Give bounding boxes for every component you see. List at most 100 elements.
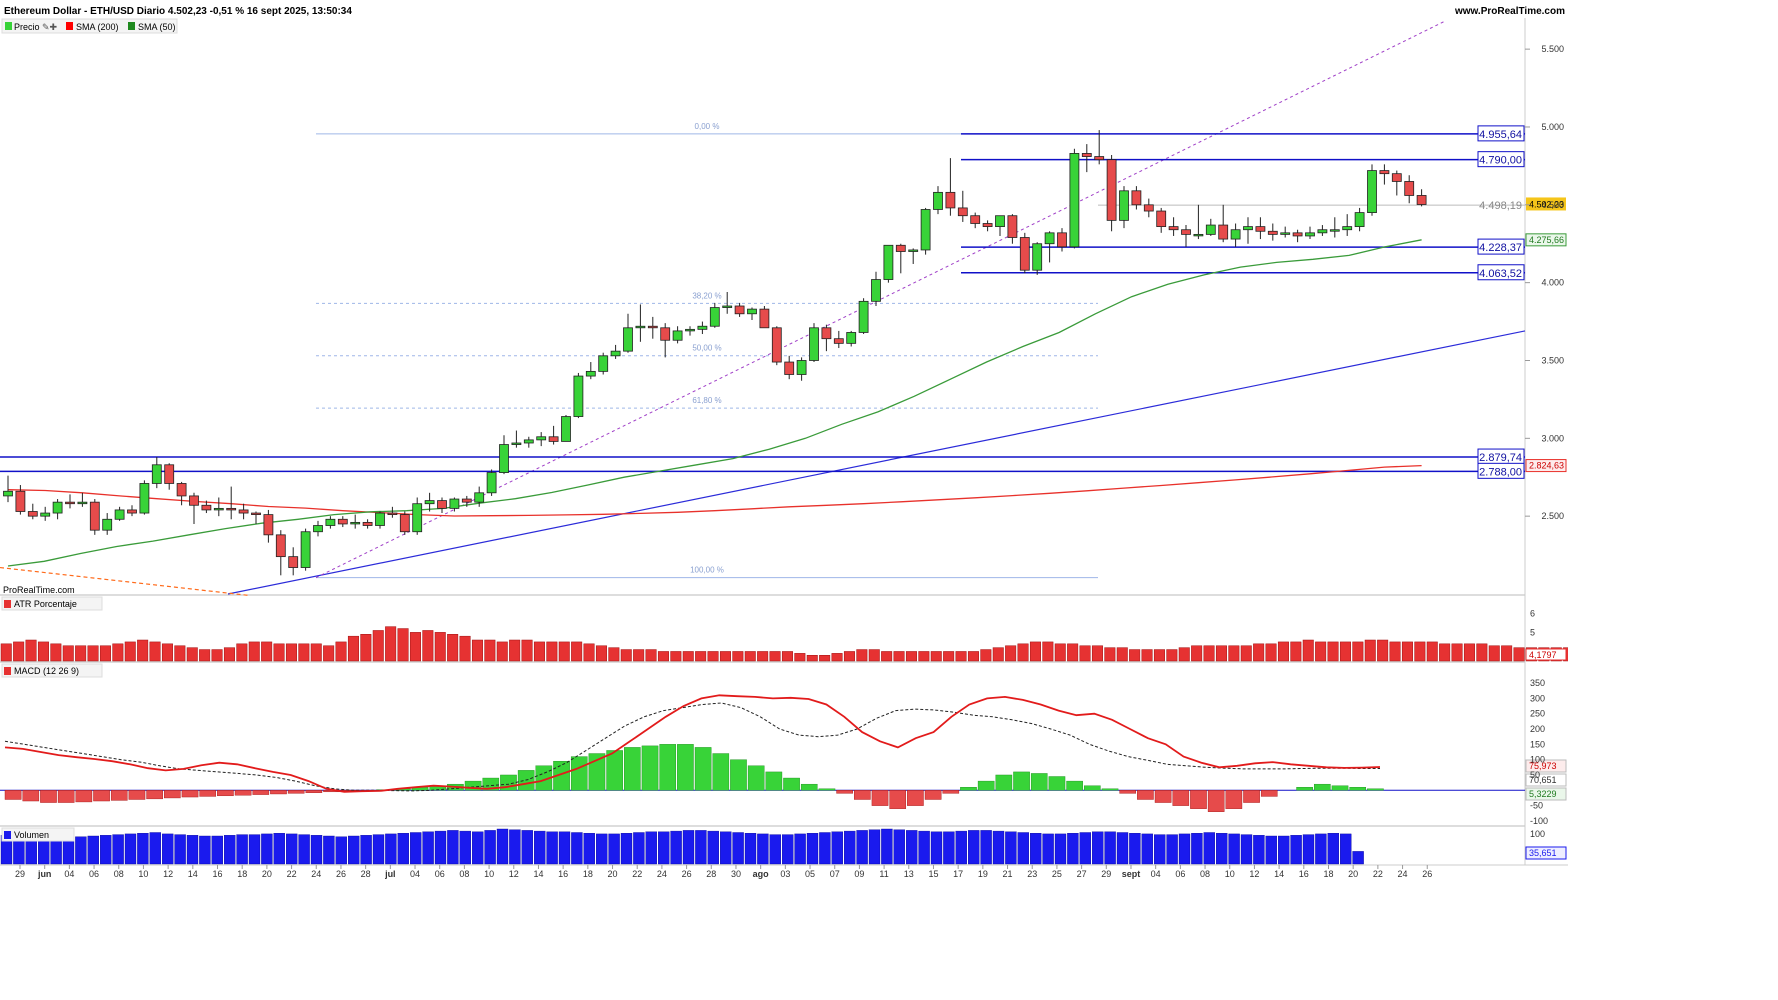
- candle[interactable]: [412, 503, 423, 533]
- candle[interactable]: [238, 509, 249, 514]
- candle[interactable]: [1094, 156, 1105, 161]
- candle[interactable]: [784, 361, 795, 375]
- candle[interactable]: [139, 483, 150, 514]
- edit-icon[interactable]: ✎✚: [42, 22, 58, 32]
- candle[interactable]: [3, 490, 13, 497]
- candle[interactable]: [833, 338, 844, 344]
- candle[interactable]: [15, 490, 26, 512]
- candle[interactable]: [1081, 153, 1092, 157]
- candle[interactable]: [201, 504, 212, 511]
- candle[interactable]: [1181, 229, 1191, 235]
- candle[interactable]: [982, 223, 993, 228]
- candle[interactable]: [288, 556, 299, 568]
- candle[interactable]: [27, 511, 38, 517]
- candle[interactable]: [226, 507, 237, 511]
- candle[interactable]: [523, 439, 534, 444]
- candle[interactable]: [275, 534, 286, 558]
- candle[interactable]: [474, 492, 485, 503]
- candle[interactable]: [1230, 229, 1241, 240]
- candle[interactable]: [920, 209, 931, 251]
- candle[interactable]: [1019, 237, 1030, 271]
- candle[interactable]: [387, 512, 398, 516]
- candle[interactable]: [722, 305, 733, 308]
- candle[interactable]: [561, 416, 571, 442]
- candle[interactable]: [747, 308, 757, 315]
- candle[interactable]: [1119, 190, 1129, 221]
- candle[interactable]: [52, 501, 63, 514]
- candle[interactable]: [1416, 195, 1427, 205]
- candle[interactable]: [1193, 233, 1204, 237]
- candle[interactable]: [895, 244, 906, 252]
- candle[interactable]: [263, 514, 274, 536]
- candle[interactable]: [1329, 229, 1340, 232]
- candle[interactable]: [995, 215, 1005, 228]
- candle[interactable]: [176, 483, 187, 497]
- candle[interactable]: [486, 472, 497, 494]
- candle[interactable]: [1367, 170, 1377, 213]
- candle[interactable]: [734, 305, 745, 315]
- candle[interactable]: [685, 328, 695, 332]
- candle[interactable]: [213, 507, 224, 511]
- candle[interactable]: [1404, 181, 1415, 196]
- candle[interactable]: [871, 279, 881, 302]
- candle[interactable]: [499, 444, 509, 473]
- candle[interactable]: [424, 500, 435, 505]
- candle[interactable]: [375, 512, 385, 526]
- candle[interactable]: [883, 244, 894, 280]
- candle[interactable]: [771, 327, 782, 363]
- candle[interactable]: [1280, 232, 1291, 235]
- candle[interactable]: [1143, 204, 1154, 212]
- candle[interactable]: [1168, 226, 1179, 231]
- candle[interactable]: [461, 498, 472, 503]
- candle[interactable]: [1317, 229, 1328, 234]
- candle[interactable]: [1354, 212, 1365, 228]
- candle[interactable]: [399, 514, 410, 533]
- candle[interactable]: [945, 191, 956, 209]
- candle[interactable]: [65, 501, 75, 505]
- candle[interactable]: [1057, 232, 1067, 248]
- candle[interactable]: [846, 332, 857, 344]
- candle[interactable]: [1218, 224, 1229, 240]
- candle[interactable]: [437, 500, 447, 509]
- candle[interactable]: [1342, 226, 1353, 231]
- candle[interactable]: [809, 327, 819, 361]
- candle[interactable]: [933, 191, 943, 210]
- candle[interactable]: [623, 327, 633, 352]
- candle[interactable]: [908, 249, 919, 252]
- candle[interactable]: [1243, 226, 1253, 231]
- candle[interactable]: [189, 495, 199, 506]
- atr-panel[interactable]: 4,1797: [0, 626, 1568, 662]
- candle[interactable]: [759, 308, 770, 329]
- candle[interactable]: [573, 375, 584, 417]
- candle[interactable]: [1032, 243, 1043, 271]
- candle[interactable]: [1292, 232, 1303, 237]
- candle[interactable]: [164, 464, 175, 484]
- candle[interactable]: [821, 327, 832, 340]
- candle[interactable]: [635, 325, 646, 329]
- candle[interactable]: [1156, 210, 1167, 228]
- candle[interactable]: [1379, 170, 1390, 175]
- candle[interactable]: [151, 464, 162, 484]
- candle[interactable]: [709, 307, 720, 327]
- candle[interactable]: [858, 300, 869, 333]
- candle[interactable]: [40, 512, 51, 517]
- candle[interactable]: [970, 215, 981, 224]
- candle[interactable]: [449, 498, 460, 509]
- candle[interactable]: [313, 525, 323, 533]
- candle[interactable]: [647, 325, 658, 329]
- candle[interactable]: [957, 207, 968, 217]
- candle[interactable]: [300, 531, 311, 568]
- candle[interactable]: [511, 442, 522, 445]
- candle[interactable]: [536, 436, 547, 441]
- candle[interactable]: [362, 521, 373, 526]
- candle[interactable]: [350, 521, 361, 525]
- candle[interactable]: [796, 360, 807, 375]
- candle[interactable]: [77, 501, 88, 505]
- candle[interactable]: [251, 512, 261, 516]
- candle[interactable]: [610, 350, 621, 357]
- candle[interactable]: [1305, 232, 1315, 237]
- candle[interactable]: [1007, 215, 1018, 238]
- candle[interactable]: [1106, 159, 1117, 221]
- candle[interactable]: [585, 370, 596, 377]
- candle[interactable]: [697, 325, 708, 330]
